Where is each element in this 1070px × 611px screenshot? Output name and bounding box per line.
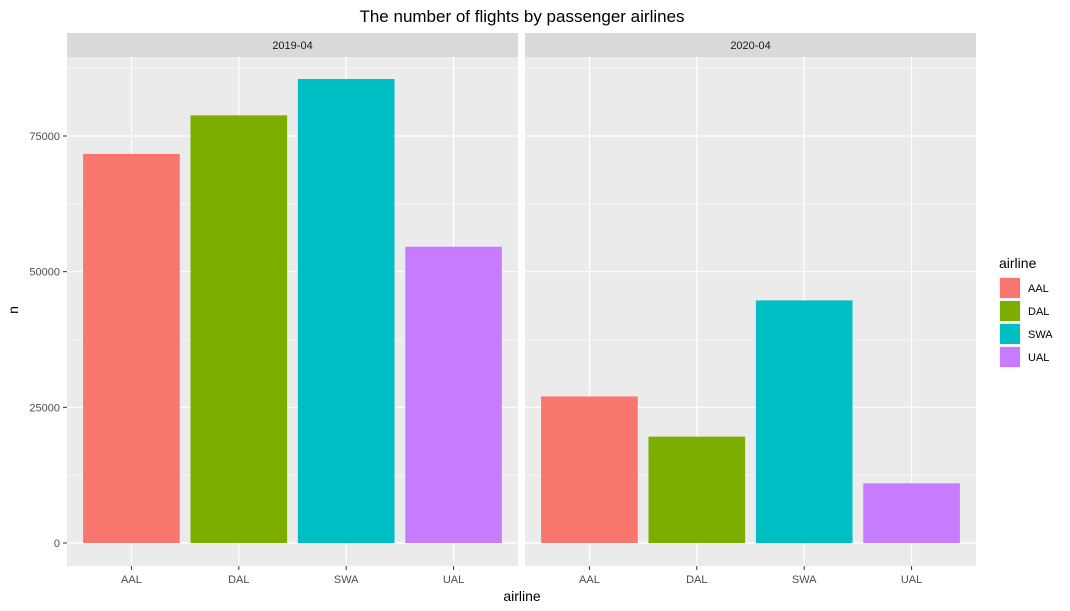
facet-strip <box>67 33 518 57</box>
chart-title: The number of flights by passenger airli… <box>359 7 684 26</box>
bar-aal <box>83 153 180 543</box>
y-tick-label: 50000 <box>29 267 60 279</box>
facet-strip-label: 2019-04 <box>272 40 312 52</box>
facet-strip-label: 2020-04 <box>730 40 770 52</box>
legend: airline AAL DAL SWA UAL <box>999 255 1053 368</box>
legend-swatch-aal <box>1000 278 1020 298</box>
x-tick-label: AAL <box>579 574 600 586</box>
bar-swa <box>755 300 853 543</box>
x-tick-label: UAL <box>443 574 464 586</box>
legend-swatch-swa <box>1000 324 1020 344</box>
bar-ual <box>863 483 960 543</box>
facet-panel: 2020-04 AAL DAL SWA UAL <box>525 33 976 586</box>
legend-title: airline <box>999 255 1037 271</box>
x-tick-label: DAL <box>686 574 707 586</box>
x-tick-label: DAL <box>228 574 249 586</box>
legend-swatch-dal <box>1000 301 1020 321</box>
y-tick-label: 75000 <box>29 131 60 143</box>
legend-swatch-ual <box>1000 347 1020 367</box>
y-tick-label: 25000 <box>29 402 60 414</box>
legend-label: DAL <box>1028 306 1049 318</box>
x-tick-label: AAL <box>121 574 142 586</box>
bar-dal <box>190 115 288 544</box>
x-axis-title: airline <box>503 588 541 604</box>
bar-dal <box>648 436 746 543</box>
legend-label: SWA <box>1028 329 1053 341</box>
x-tick-label: SWA <box>334 574 359 586</box>
y-axis: 0 25000 50000 75000 <box>29 131 67 550</box>
y-tick-label: 0 <box>54 538 60 550</box>
facet-panel: 2019-04 AAL DAL SWA UAL <box>67 33 518 586</box>
x-tick-label: UAL <box>901 574 922 586</box>
legend-label: AAL <box>1028 283 1049 295</box>
bar-aal <box>541 396 638 543</box>
y-axis-title: n <box>5 306 21 314</box>
bar-ual <box>405 246 502 544</box>
facet-panels: 2019-04 AAL DAL SWA UAL 2020-04 AAL DAL SWA UAL <box>67 33 976 586</box>
facet-strip <box>525 33 976 57</box>
bar-swa <box>297 79 395 544</box>
legend-label: UAL <box>1028 352 1049 364</box>
x-tick-label: SWA <box>792 574 817 586</box>
